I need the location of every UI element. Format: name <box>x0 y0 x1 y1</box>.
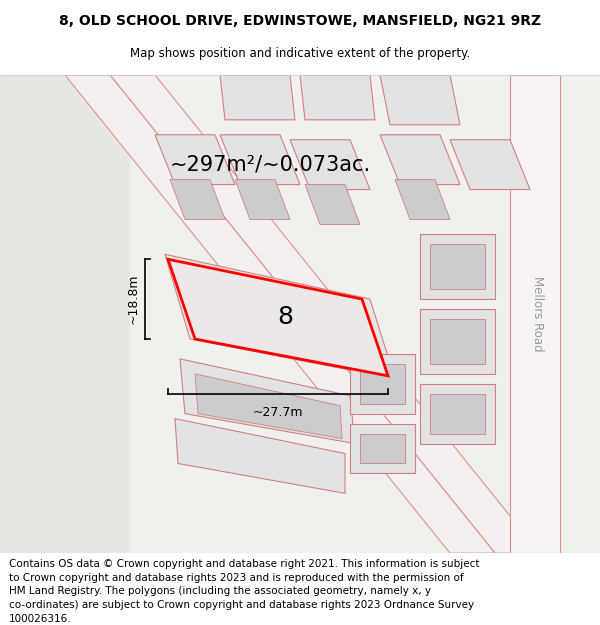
Text: Mellors Road: Mellors Road <box>530 276 544 352</box>
Text: ~297m²/~0.073ac.: ~297m²/~0.073ac. <box>169 154 371 174</box>
Polygon shape <box>220 75 295 120</box>
Polygon shape <box>450 140 530 189</box>
Polygon shape <box>155 135 235 184</box>
Polygon shape <box>380 75 460 125</box>
Polygon shape <box>165 254 395 379</box>
Polygon shape <box>300 75 375 120</box>
Polygon shape <box>380 135 460 184</box>
Polygon shape <box>170 179 225 219</box>
Polygon shape <box>360 364 405 404</box>
Polygon shape <box>350 424 415 474</box>
Polygon shape <box>175 419 345 493</box>
Text: ~18.8m: ~18.8m <box>127 274 140 324</box>
Text: Contains OS data © Crown copyright and database right 2021. This information is : Contains OS data © Crown copyright and d… <box>9 559 479 569</box>
Polygon shape <box>180 359 355 444</box>
Polygon shape <box>305 184 360 224</box>
Polygon shape <box>215 279 370 359</box>
Text: HM Land Registry. The polygons (including the associated geometry, namely x, y: HM Land Registry. The polygons (includin… <box>9 586 431 596</box>
Polygon shape <box>360 434 405 464</box>
Polygon shape <box>420 309 495 374</box>
Polygon shape <box>220 135 300 184</box>
Polygon shape <box>350 354 415 414</box>
Polygon shape <box>420 384 495 444</box>
Polygon shape <box>65 75 495 553</box>
Text: co-ordinates) are subject to Crown copyright and database rights 2023 Ordnance S: co-ordinates) are subject to Crown copyr… <box>9 600 474 610</box>
Polygon shape <box>168 259 388 376</box>
Polygon shape <box>430 319 485 364</box>
Text: 8: 8 <box>277 305 293 329</box>
Polygon shape <box>195 374 342 439</box>
Polygon shape <box>430 394 485 434</box>
Text: 100026316.: 100026316. <box>9 614 71 624</box>
Text: Map shows position and indicative extent of the property.: Map shows position and indicative extent… <box>130 48 470 61</box>
Polygon shape <box>395 179 450 219</box>
Text: to Crown copyright and database rights 2023 and is reproduced with the permissio: to Crown copyright and database rights 2… <box>9 572 464 582</box>
Polygon shape <box>510 75 560 553</box>
Polygon shape <box>420 234 495 299</box>
Text: ~27.7m: ~27.7m <box>253 406 303 419</box>
Text: 8, OLD SCHOOL DRIVE, EDWINSTOWE, MANSFIELD, NG21 9RZ: 8, OLD SCHOOL DRIVE, EDWINSTOWE, MANSFIE… <box>59 14 541 28</box>
Polygon shape <box>235 179 290 219</box>
Polygon shape <box>430 244 485 289</box>
Bar <box>0 75 130 553</box>
Polygon shape <box>290 140 370 189</box>
Polygon shape <box>215 279 242 304</box>
Polygon shape <box>110 75 540 553</box>
